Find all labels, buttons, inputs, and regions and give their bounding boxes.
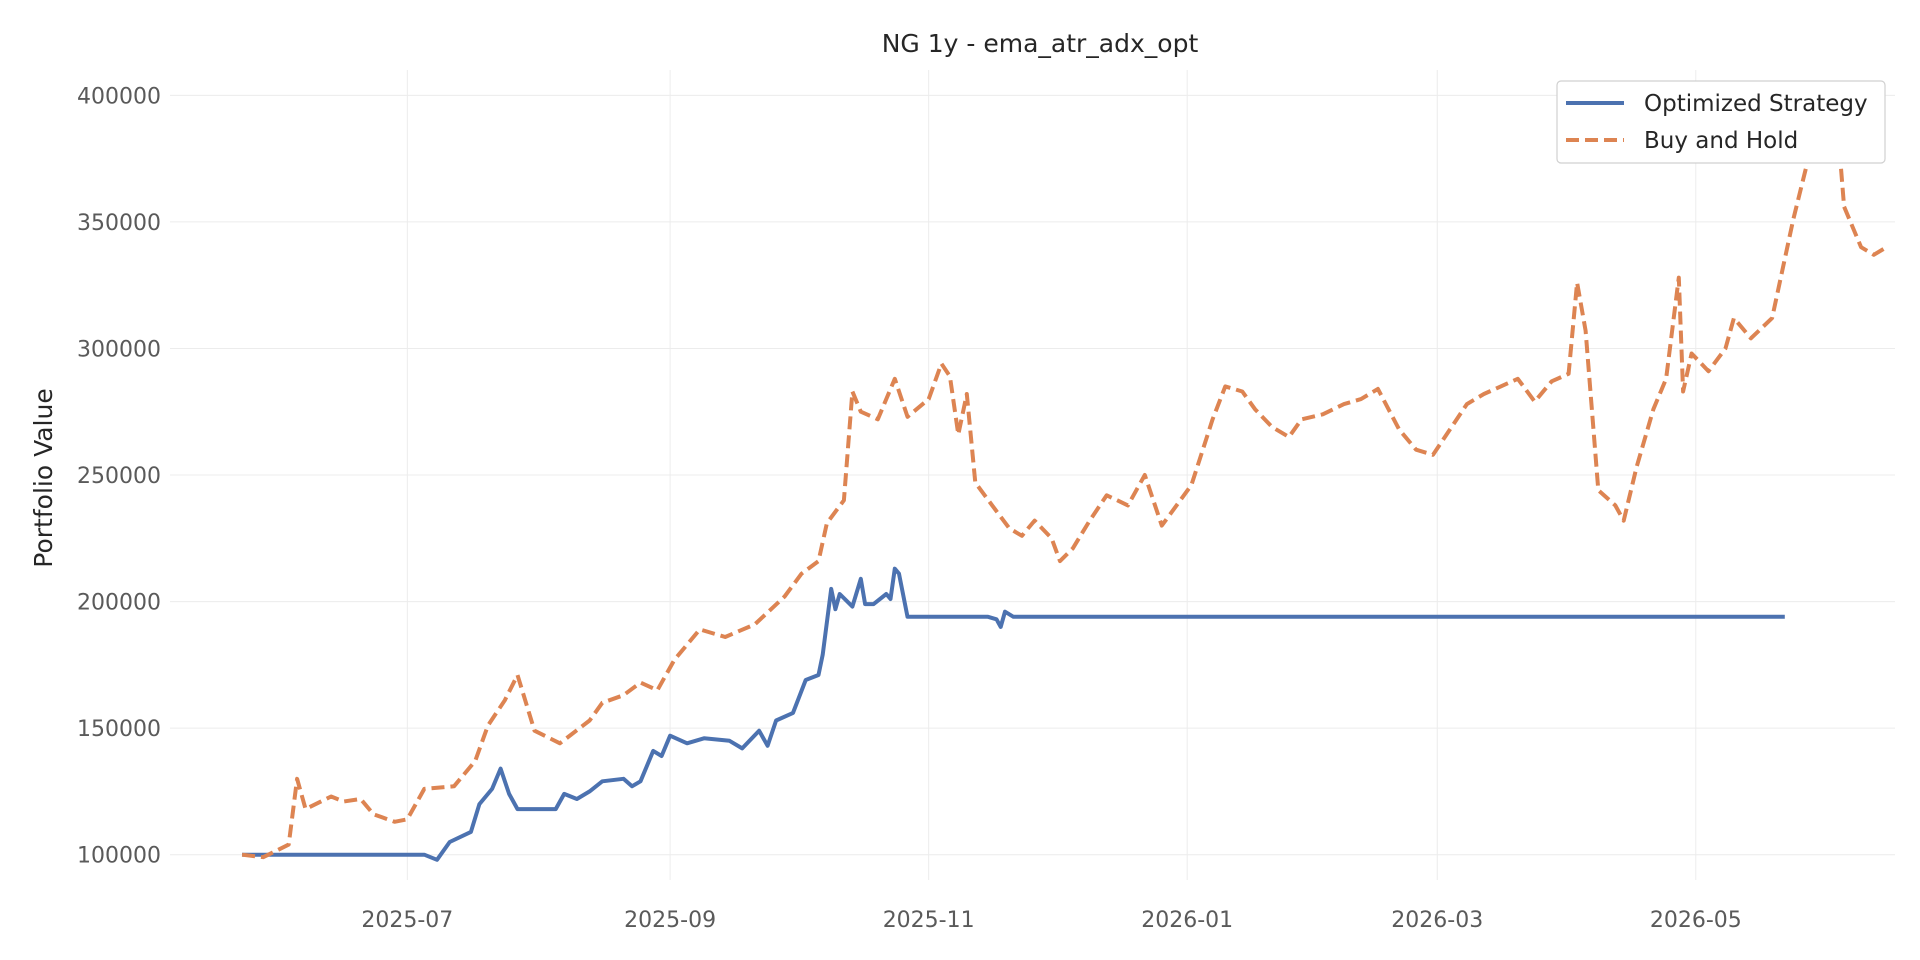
x-tick-label: 2025-11 <box>883 908 975 933</box>
y-tick-label: 200000 <box>77 591 161 616</box>
x-tick-label: 2026-03 <box>1391 908 1483 933</box>
y-axis-label: Portfolio Value <box>29 388 58 567</box>
legend-label-buy-and-hold: Buy and Hold <box>1644 128 1798 154</box>
legend-label-optimized: Optimized Strategy <box>1644 91 1868 117</box>
x-tick-label: 2025-09 <box>624 908 716 933</box>
series-lines <box>241 100 1888 862</box>
legend-box <box>1556 80 1886 164</box>
y-tick-label: 300000 <box>77 337 161 362</box>
y-tick-label: 350000 <box>77 211 161 236</box>
series-line-optimized-strategy <box>242 566 1785 862</box>
x-tick-label: 2026-01 <box>1141 908 1233 933</box>
axes: 100000 150000 200000 250000 300000 350000 4000… <box>77 84 1742 933</box>
y-tick-label: 150000 <box>77 717 161 742</box>
series-line-buy-and-hold <box>241 100 1888 860</box>
y-tick-label: 100000 <box>77 844 161 869</box>
x-tick-label: 2026-05 <box>1650 908 1742 933</box>
chart-title: NG 1y - ema_atr_adx_opt <box>882 29 1199 58</box>
y-tick-label: 400000 <box>77 84 161 109</box>
legend: Optimized Strategy Buy and Hold <box>1556 80 1886 164</box>
y-tick-label: 250000 <box>77 464 161 489</box>
grid <box>170 70 1895 880</box>
x-tick-label: 2025-07 <box>361 908 453 933</box>
